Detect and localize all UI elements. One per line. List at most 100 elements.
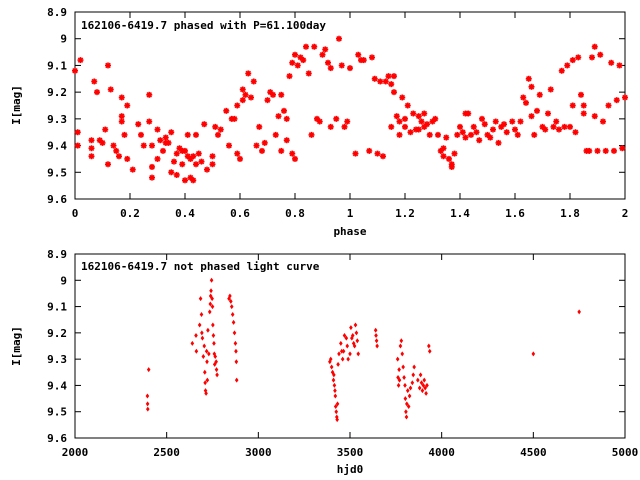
chart-top-data-point — [88, 137, 95, 144]
chart-top-data-point — [523, 99, 529, 106]
chart-bottom-data-point — [337, 351, 341, 357]
chart-top-data-point — [311, 43, 318, 50]
chart-bottom-data-point — [399, 338, 404, 344]
chart-top-data-point — [325, 59, 331, 66]
chart-bottom-x-tick-label: 4500 — [520, 446, 547, 459]
chart-top-data-point — [520, 94, 527, 101]
chart-bottom-points — [145, 277, 581, 423]
chart-bottom-data-point — [210, 296, 214, 302]
chart-bottom-data-point — [205, 377, 210, 383]
chart-top-data-point — [140, 142, 147, 149]
chart-top-data-point — [569, 57, 576, 64]
chart-top-data-point — [322, 46, 329, 53]
chart-top-x-label: phase — [333, 225, 366, 238]
chart-top-x-tick-label: 1.4 — [450, 207, 470, 220]
chart-bottom-data-point — [356, 351, 361, 357]
chart-top-data-point — [234, 150, 241, 157]
chart-bottom-data-point — [329, 364, 334, 370]
chart-bottom-data-point — [205, 359, 209, 365]
chart-top-data-point — [91, 78, 98, 85]
chart-top-y-label: I[mag] — [10, 85, 23, 125]
chart-top-data-point — [182, 177, 188, 184]
chart-bottom-data-point — [213, 354, 218, 360]
chart-top-data-point — [223, 107, 230, 114]
chart-top-data-point — [404, 102, 411, 109]
chart-top-x-tick-label: 1.2 — [395, 207, 415, 220]
chart-top-data-point — [578, 91, 584, 98]
chart-top-data-point — [168, 129, 175, 136]
chart-top-data-point — [396, 131, 403, 138]
chart-bottom-title: 162106-6419.7 not phased light curve — [81, 260, 320, 273]
chart-top-y-tick-label: 9.2 — [47, 86, 67, 99]
chart-top-data-point — [575, 54, 582, 61]
chart-top-data-point — [204, 166, 210, 173]
chart-top-data-point — [600, 118, 606, 125]
chart-bottom-data-point — [373, 327, 378, 333]
chart-top-data-point — [580, 110, 587, 117]
chart-top-data-point — [476, 137, 483, 144]
chart-top-data-point — [193, 161, 199, 168]
chart-top-data-point — [88, 153, 95, 160]
chart-bottom-data-point — [229, 298, 233, 304]
chart-top-data-point — [448, 163, 455, 170]
chart-top-data-point — [558, 67, 565, 74]
chart-top-data-point — [421, 110, 428, 117]
chart-top-data-point — [154, 126, 161, 133]
chart-top-data-point — [402, 123, 408, 130]
chart-top-data-point — [118, 118, 125, 125]
chart-top-y-ticks: 8.9 9 9.1 9.2 9.3 9.4 9.5 9.6 — [47, 6, 625, 206]
chart-top-data-point — [193, 131, 199, 138]
chart-top-data-point — [525, 75, 532, 82]
chart-top-data-point — [580, 102, 587, 109]
chart-top-data-point — [457, 123, 463, 130]
chart-bottom-data-point — [145, 393, 150, 399]
chart-bottom-data-point — [350, 332, 355, 338]
chart-bottom-data-point — [203, 369, 207, 375]
chart-top-data-point — [165, 139, 172, 146]
chart-top-data-point — [426, 131, 433, 138]
chart-top-data-point — [190, 153, 197, 160]
chart-top-y-tick-label: 9.6 — [47, 193, 67, 206]
chart-top-x-tick-label: 2 — [622, 207, 629, 220]
chart-bottom-data-point — [209, 277, 214, 283]
chart-top-data-point — [569, 102, 576, 109]
chart-bottom-data-point — [345, 343, 350, 349]
chart-bottom-data-point — [352, 343, 357, 349]
chart-top-data-point — [261, 139, 268, 146]
chart-bottom-data-point — [146, 367, 151, 373]
chart-top-data-point — [473, 129, 480, 136]
chart-bottom-data-point — [234, 377, 239, 383]
chart-bottom-data-point — [374, 338, 379, 344]
chart-bottom-data-point — [332, 372, 336, 378]
chart-top-data-point — [105, 161, 111, 168]
chart-bottom-data-point — [403, 382, 407, 388]
chart-top-data-point — [341, 123, 348, 130]
chart-bottom-data-point — [334, 409, 339, 415]
chart-bottom-y-ticks: 8.9 9 9.1 9.2 9.3 9.4 9.5 9.6 — [47, 248, 625, 445]
chart-top-data-point — [360, 57, 367, 64]
chart-top-data-point — [369, 54, 375, 61]
chart-top-x-ticks: 0 0.2 0.4 0.6 0.8 1 1.2 1.4 1.6 1.8 2 — [72, 12, 629, 220]
chart-top-data-point — [275, 113, 282, 120]
chart-top-data-point — [608, 59, 615, 66]
chart-bottom-data-point — [349, 325, 353, 331]
chart-top-y-tick-label: 8.9 — [47, 6, 67, 19]
chart-bottom-data-point — [212, 340, 216, 346]
chart-bottom-data-point — [427, 343, 431, 349]
chart-top-data-point — [509, 118, 516, 125]
chart-bottom-data-point — [208, 301, 213, 307]
chart-bottom-x-tick-label: 4000 — [428, 446, 455, 459]
chart-top-data-point — [602, 147, 609, 154]
chart-top-data-point — [272, 131, 279, 138]
chart-bottom-data-point — [407, 393, 412, 399]
chart-bottom-y-tick-label: 9.3 — [47, 353, 67, 366]
chart-top-data-point — [490, 126, 496, 133]
chart-top-data-point — [605, 102, 612, 109]
chart-top-data-point — [162, 134, 169, 141]
chart-top-data-point — [300, 57, 307, 64]
chart-top-data-point — [495, 139, 502, 146]
chart-bottom-plot-frame — [74, 253, 626, 439]
chart-bottom-data-point — [401, 364, 405, 370]
chart-top-data-point — [377, 78, 384, 85]
chart-bottom-data-point — [404, 409, 408, 415]
